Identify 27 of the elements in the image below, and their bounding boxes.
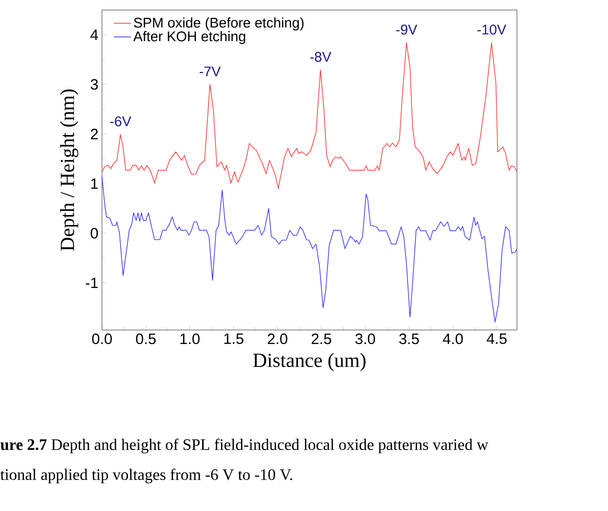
- annotation: -6V: [110, 116, 132, 126]
- x-tick-label: 0.5: [136, 334, 156, 344]
- x-axis-title: Distance (um): [253, 353, 366, 372]
- legend-label: SPM oxide (Before etching): [134, 17, 304, 30]
- y-axis-title: Depth / Height (nm): [60, 90, 78, 251]
- x-tick-label: 2.5: [312, 334, 332, 344]
- y-tick-label: 0: [90, 228, 98, 239]
- annotation: -7V: [200, 66, 221, 76]
- x-tick-label: 3.5: [399, 334, 419, 344]
- y-tick-label: 2: [90, 128, 98, 140]
- x-tick-label: 4.5: [486, 334, 507, 344]
- annotation: -9V: [396, 24, 418, 35]
- y-tick-label: 3: [90, 79, 98, 90]
- text: tional applied tip voltages from -6 V to -10 V.: [0, 468, 292, 484]
- x-tick-label: 3.0: [355, 334, 376, 344]
- x-tick-label: 4.0: [442, 334, 463, 344]
- x-tick-label: 2.0: [268, 334, 288, 344]
- y-tick-label: -1: [86, 278, 98, 288]
- annotation: -10V: [477, 24, 506, 35]
- x-tick-label: 0.0: [92, 334, 112, 344]
- x-tick-label: 1.0: [180, 334, 200, 344]
- y-tick-label: 4: [90, 30, 98, 40]
- x-tick-label: 1.5: [224, 334, 244, 344]
- legend-label: After KOH etching: [133, 31, 246, 44]
- text: ure 2.7 Depth and height of SPL field-induced local oxide patterns varied w: [0, 438, 488, 454]
- annotation: -8V: [310, 52, 332, 62]
- y-tick-label: 1: [91, 178, 98, 189]
